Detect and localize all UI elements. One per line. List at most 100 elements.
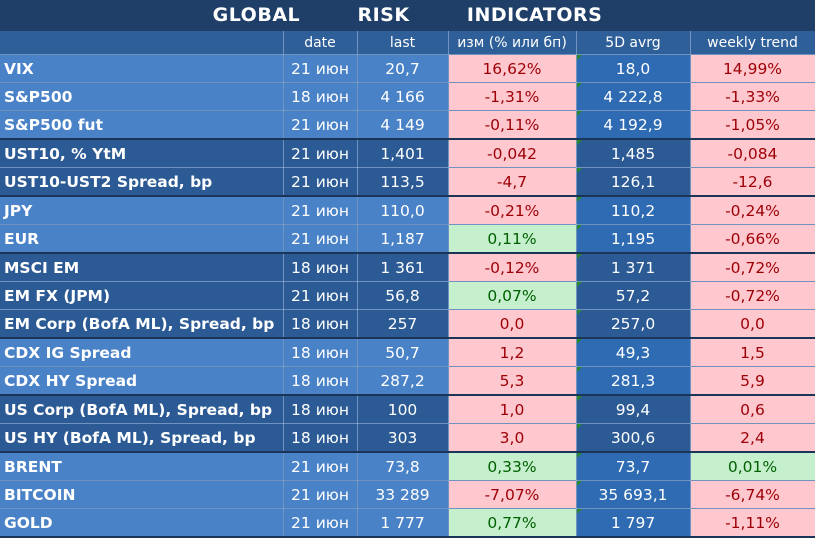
avg-cell[interactable]: 73,7 bbox=[576, 452, 691, 481]
weekly-trend-cell[interactable]: -0,72% bbox=[690, 253, 815, 282]
date-cell[interactable]: 21 июн bbox=[283, 480, 358, 509]
header-date[interactable]: date bbox=[283, 31, 358, 55]
last-value-cell[interactable]: 303 bbox=[357, 423, 449, 453]
weekly-trend-cell[interactable]: -0,084 bbox=[690, 139, 815, 168]
header-weekly-trend[interactable]: weekly trend bbox=[690, 31, 815, 55]
date-cell[interactable]: 21 июн bbox=[283, 167, 358, 197]
indicator-name-cell[interactable]: US HY (BofA ML), Spread, bp bbox=[0, 423, 284, 453]
date-cell[interactable]: 21 июн bbox=[283, 508, 358, 538]
avg-cell[interactable]: 4 222,8 bbox=[576, 82, 691, 111]
date-cell[interactable]: 21 июн bbox=[283, 196, 358, 225]
date-cell[interactable]: 21 июн bbox=[283, 54, 358, 83]
last-value-cell[interactable]: 33 289 bbox=[357, 480, 449, 509]
avg-cell[interactable]: 49,3 bbox=[576, 338, 691, 367]
date-cell[interactable]: 21 июн bbox=[283, 452, 358, 481]
avg-cell[interactable]: 1 371 bbox=[576, 253, 691, 282]
weekly-trend-cell[interactable]: -0,66% bbox=[690, 224, 815, 254]
last-value-cell[interactable]: 110,0 bbox=[357, 196, 449, 225]
indicator-name-cell[interactable]: MSCI EM bbox=[0, 253, 284, 282]
change-cell[interactable]: -1,31% bbox=[448, 82, 577, 111]
indicator-name-cell[interactable]: JPY bbox=[0, 196, 284, 225]
change-cell[interactable]: 0,11% bbox=[448, 224, 577, 254]
last-value-cell[interactable]: 50,7 bbox=[357, 338, 449, 367]
change-cell[interactable]: 0,07% bbox=[448, 281, 577, 310]
indicator-name-cell[interactable]: EM Corp (BofA ML), Spread, bp bbox=[0, 309, 284, 339]
date-cell[interactable]: 21 июн bbox=[283, 110, 358, 140]
header-change[interactable]: изм (% или бп) bbox=[448, 31, 577, 55]
date-cell[interactable]: 21 июн bbox=[283, 139, 358, 168]
indicator-name-cell[interactable]: UST10-UST2 Spread, bp bbox=[0, 167, 284, 197]
last-value-cell[interactable]: 4 166 bbox=[357, 82, 449, 111]
last-value-cell[interactable]: 56,8 bbox=[357, 281, 449, 310]
avg-cell[interactable]: 126,1 bbox=[576, 167, 691, 197]
date-cell[interactable]: 18 июн bbox=[283, 423, 358, 453]
weekly-trend-cell[interactable]: -1,05% bbox=[690, 110, 815, 140]
change-cell[interactable]: 0,0 bbox=[448, 309, 577, 339]
indicator-name-cell[interactable]: S&P500 bbox=[0, 82, 284, 111]
weekly-trend-cell[interactable]: -1,33% bbox=[690, 82, 815, 111]
indicator-name-cell[interactable]: UST10, % YtM bbox=[0, 139, 284, 168]
header-5d-avg[interactable]: 5D avrg bbox=[576, 31, 691, 55]
last-value-cell[interactable]: 257 bbox=[357, 309, 449, 339]
change-cell[interactable]: -4,7 bbox=[448, 167, 577, 197]
weekly-trend-cell[interactable]: 5,9 bbox=[690, 366, 815, 396]
indicator-name-cell[interactable]: GOLD bbox=[0, 508, 284, 538]
avg-cell[interactable]: 4 192,9 bbox=[576, 110, 691, 140]
date-cell[interactable]: 18 июн bbox=[283, 253, 358, 282]
last-value-cell[interactable]: 4 149 bbox=[357, 110, 449, 140]
last-value-cell[interactable]: 1,187 bbox=[357, 224, 449, 254]
avg-cell[interactable]: 1,485 bbox=[576, 139, 691, 168]
date-cell[interactable]: 18 июн bbox=[283, 366, 358, 396]
indicator-name-cell[interactable]: CDX HY Spread bbox=[0, 366, 284, 396]
weekly-trend-cell[interactable]: 0,0 bbox=[690, 309, 815, 339]
change-cell[interactable]: -7,07% bbox=[448, 480, 577, 509]
change-cell[interactable]: 5,3 bbox=[448, 366, 577, 396]
change-cell[interactable]: 0,33% bbox=[448, 452, 577, 481]
weekly-trend-cell[interactable]: 2,4 bbox=[690, 423, 815, 453]
change-cell[interactable]: 0,77% bbox=[448, 508, 577, 538]
avg-cell[interactable]: 110,2 bbox=[576, 196, 691, 225]
last-value-cell[interactable]: 20,7 bbox=[357, 54, 449, 83]
avg-cell[interactable]: 300,6 bbox=[576, 423, 691, 453]
date-cell[interactable]: 18 июн bbox=[283, 82, 358, 111]
avg-cell[interactable]: 1,195 bbox=[576, 224, 691, 254]
date-cell[interactable]: 18 июн bbox=[283, 309, 358, 339]
weekly-trend-cell[interactable]: -0,72% bbox=[690, 281, 815, 310]
avg-cell[interactable]: 57,2 bbox=[576, 281, 691, 310]
avg-cell[interactable]: 257,0 bbox=[576, 309, 691, 339]
indicator-name-cell[interactable]: US Corp (BofA ML), Spread, bp bbox=[0, 395, 284, 424]
avg-cell[interactable]: 281,3 bbox=[576, 366, 691, 396]
last-value-cell[interactable]: 113,5 bbox=[357, 167, 449, 197]
date-cell[interactable]: 18 июн bbox=[283, 338, 358, 367]
last-value-cell[interactable]: 1 361 bbox=[357, 253, 449, 282]
indicator-name-cell[interactable]: EUR bbox=[0, 224, 284, 254]
indicator-name-cell[interactable]: EM FX (JPM) bbox=[0, 281, 284, 310]
last-value-cell[interactable]: 1,401 bbox=[357, 139, 449, 168]
change-cell[interactable]: 1,0 bbox=[448, 395, 577, 424]
change-cell[interactable]: 3,0 bbox=[448, 423, 577, 453]
indicator-name-cell[interactable]: CDX IG Spread bbox=[0, 338, 284, 367]
avg-cell[interactable]: 1 797 bbox=[576, 508, 691, 538]
header-name[interactable] bbox=[0, 31, 284, 55]
last-value-cell[interactable]: 73,8 bbox=[357, 452, 449, 481]
indicator-name-cell[interactable]: BRENT bbox=[0, 452, 284, 481]
change-cell[interactable]: -0,21% bbox=[448, 196, 577, 225]
weekly-trend-cell[interactable]: -12,6 bbox=[690, 167, 815, 197]
change-cell[interactable]: 16,62% bbox=[448, 54, 577, 83]
weekly-trend-cell[interactable]: 0,6 bbox=[690, 395, 815, 424]
change-cell[interactable]: 1,2 bbox=[448, 338, 577, 367]
indicator-name-cell[interactable]: S&P500 fut bbox=[0, 110, 284, 140]
last-value-cell[interactable]: 100 bbox=[357, 395, 449, 424]
date-cell[interactable]: 21 июн bbox=[283, 224, 358, 254]
last-value-cell[interactable]: 287,2 bbox=[357, 366, 449, 396]
date-cell[interactable]: 21 июн bbox=[283, 281, 358, 310]
weekly-trend-cell[interactable]: -6,74% bbox=[690, 480, 815, 509]
indicator-name-cell[interactable]: VIX bbox=[0, 54, 284, 83]
weekly-trend-cell[interactable]: -1,11% bbox=[690, 508, 815, 538]
weekly-trend-cell[interactable]: 0,01% bbox=[690, 452, 815, 481]
change-cell[interactable]: -0,042 bbox=[448, 139, 577, 168]
avg-cell[interactable]: 18,0 bbox=[576, 54, 691, 83]
weekly-trend-cell[interactable]: 1,5 bbox=[690, 338, 815, 367]
last-value-cell[interactable]: 1 777 bbox=[357, 508, 449, 538]
avg-cell[interactable]: 35 693,1 bbox=[576, 480, 691, 509]
